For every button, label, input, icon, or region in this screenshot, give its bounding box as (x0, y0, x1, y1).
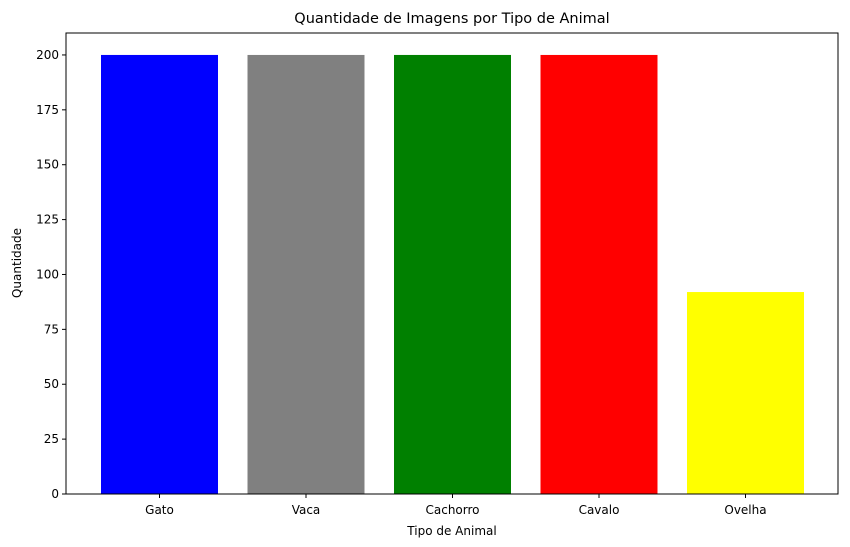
y-tick-label: 75 (44, 322, 59, 336)
chart-title: Quantidade de Imagens por Tipo de Animal (294, 11, 609, 27)
x-tick-label: Gato (145, 503, 174, 517)
x-tick-label: Cavalo (579, 503, 620, 517)
x-tick-label: Ovelha (724, 503, 766, 517)
y-tick-label: 100 (36, 267, 59, 281)
x-axis-ticks: Gato Vaca Cachorro Cavalo Ovelha (145, 494, 767, 517)
x-tick-label: Cachorro (425, 503, 479, 517)
bar-ovelha (687, 292, 804, 494)
y-tick-label: 50 (44, 377, 59, 391)
y-axis-ticks: 0 25 50 75 100 125 150 175 200 (36, 48, 66, 501)
bar-cachorro (394, 54, 511, 494)
y-axis-title: Quantidade (10, 228, 24, 298)
y-tick-label: 200 (36, 48, 59, 62)
y-tick-label: 125 (36, 213, 59, 227)
y-tick-label: 150 (36, 158, 59, 172)
bars-layer (101, 54, 804, 494)
bar-vaca (247, 54, 365, 494)
y-tick-label: 0 (51, 487, 59, 501)
bar-cavalo (540, 54, 658, 494)
y-tick-label: 175 (36, 103, 59, 117)
x-axis-title: Tipo de Animal (406, 524, 496, 538)
bar-gato (101, 54, 218, 494)
x-tick-label: Vaca (292, 503, 321, 517)
y-tick-label: 25 (44, 432, 59, 446)
